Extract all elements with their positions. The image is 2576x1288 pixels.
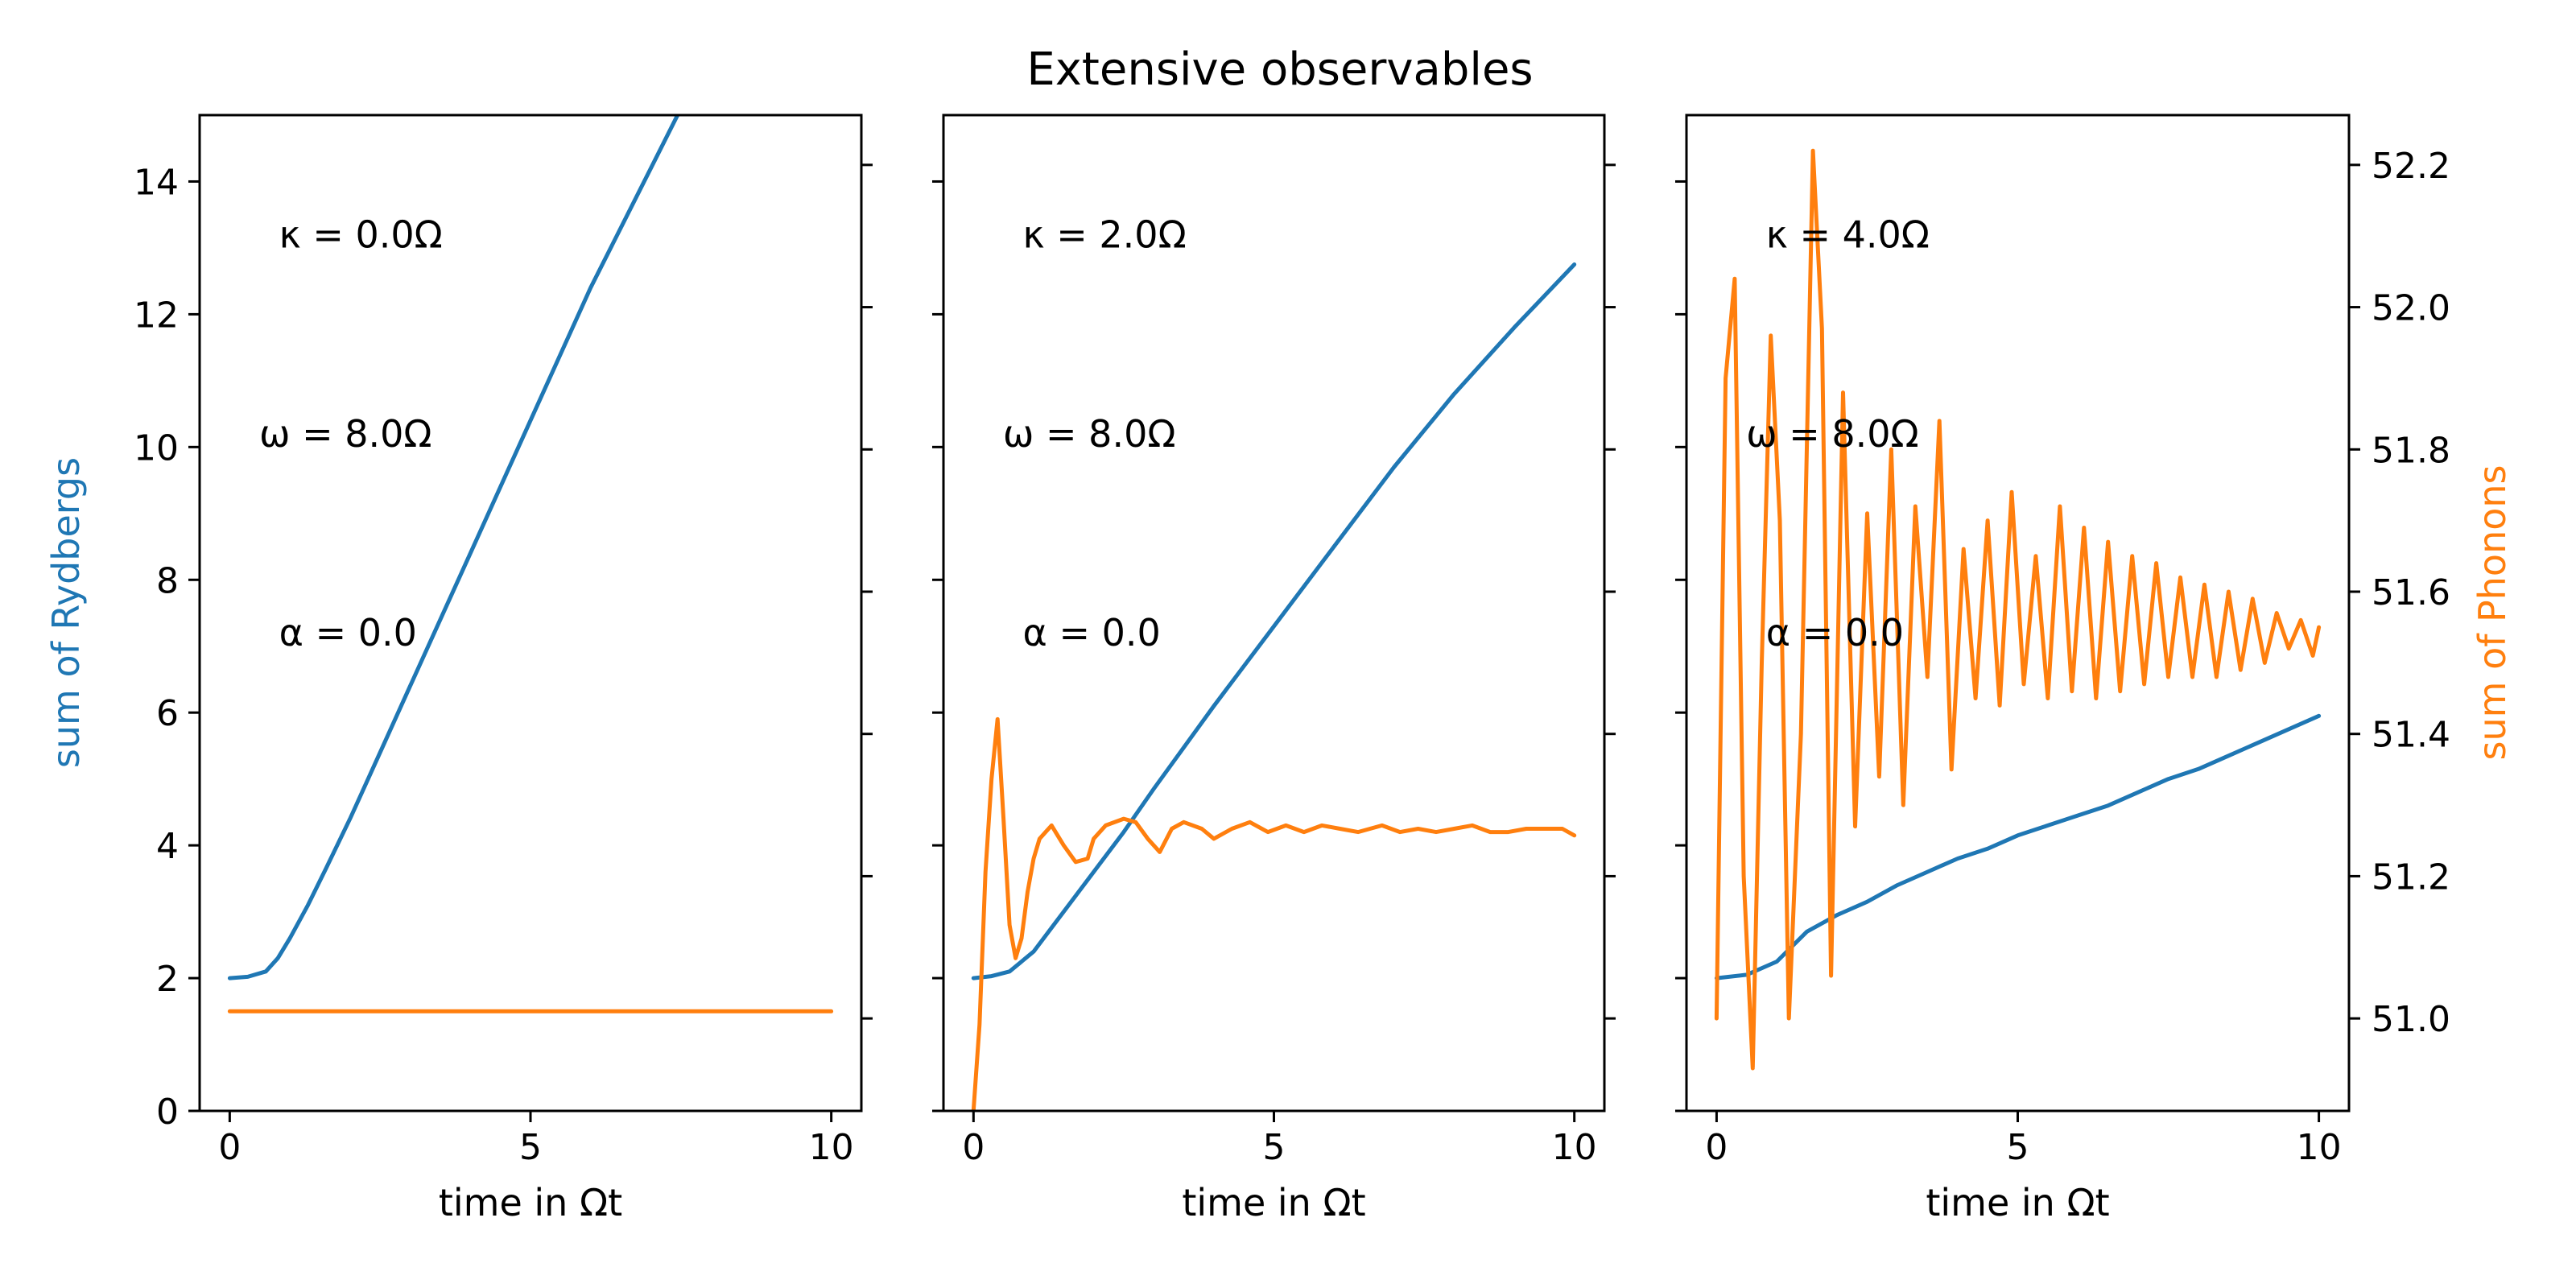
y2-tick-label: 51.4 bbox=[2372, 715, 2450, 756]
y-tick-label: 10 bbox=[134, 427, 179, 469]
y2-tick-label: 51.2 bbox=[2372, 857, 2450, 898]
y-tick-label: 8 bbox=[156, 560, 179, 601]
x-axis-label: time in Ωt bbox=[1926, 1181, 2109, 1224]
panel-3-annotation: ω = 8.0Ω bbox=[1746, 412, 1919, 456]
y2-tick-label: 51.8 bbox=[2372, 430, 2450, 471]
panel-1-series-rydbergs-line bbox=[227, 115, 680, 980]
panel-1-annotation: κ = 0.0Ω bbox=[279, 213, 443, 256]
y2-tick-label: 51.6 bbox=[2372, 572, 2450, 613]
panel-3: 0 5 10 51.0 51.2 51.4 51.6 51.8 52.0 52.2 time in … bbox=[1675, 114, 2450, 1224]
y-tick-label: 0 bbox=[156, 1092, 179, 1133]
panel-3-annotation: α = 0.0 bbox=[1766, 611, 1904, 654]
x-tick-label: 5 bbox=[519, 1127, 542, 1168]
x-tick-label: 0 bbox=[962, 1127, 985, 1168]
y2-tick-label: 51.0 bbox=[2372, 999, 2450, 1040]
panel-2-series-rydbergs-line bbox=[971, 262, 1577, 980]
y-tick-label: 4 bbox=[156, 826, 179, 867]
y-tick-label: 14 bbox=[134, 162, 179, 203]
panel-2-series-phonons-line bbox=[971, 716, 1577, 1111]
panel-3-series-rydbergs-line bbox=[1714, 713, 2322, 980]
panel-1-annotation: α = 0.0 bbox=[279, 611, 417, 654]
x-tick-label: 10 bbox=[1552, 1127, 1597, 1168]
panel-2-annotation: ω = 8.0Ω bbox=[1003, 412, 1176, 456]
y-tick-label: 6 bbox=[156, 693, 179, 734]
panel-3-series-phonons-line bbox=[1714, 148, 2322, 1071]
x-axis-label: time in Ωt bbox=[439, 1181, 622, 1224]
panel-1-annotation: ω = 8.0Ω bbox=[259, 412, 432, 456]
x-tick-label: 10 bbox=[809, 1127, 854, 1168]
x-tick-label: 0 bbox=[218, 1127, 241, 1168]
panel-3-annotation: κ = 4.0Ω bbox=[1766, 213, 1930, 256]
left-y-axis-label: sum of Rydbergs bbox=[44, 457, 88, 768]
panel-2-annotation: α = 0.0 bbox=[1023, 611, 1161, 654]
panel-2: 0 5 10 time in Ωt κ = 2.0Ω ω = 8.0Ω α = 0.0 bbox=[932, 114, 1616, 1224]
x-tick-label: 5 bbox=[2007, 1127, 2029, 1168]
panels: 0 5 10 0 2 4 6 8 10 12 14 time in Ωt κ = 0.0Ω ω = 8.0… bbox=[134, 114, 2450, 1224]
panel-1: 0 5 10 0 2 4 6 8 10 12 14 time in Ωt κ = 0.0Ω ω = 8.0… bbox=[134, 114, 873, 1224]
x-tick-label: 10 bbox=[2297, 1127, 2342, 1168]
panel-2-annotation: κ = 2.0Ω bbox=[1023, 213, 1187, 256]
y2-tick-label: 52.2 bbox=[2372, 146, 2450, 187]
y-tick-label: 12 bbox=[134, 295, 179, 336]
y-tick-label: 2 bbox=[156, 959, 179, 1000]
right-y-axis-label: sum of Phonons bbox=[2471, 465, 2514, 761]
y2-tick-label: 52.0 bbox=[2372, 288, 2450, 329]
x-tick-label: 0 bbox=[1705, 1127, 1728, 1168]
figure-title: Extensive observables bbox=[1026, 43, 1533, 96]
x-axis-label: time in Ωt bbox=[1182, 1181, 1365, 1224]
x-tick-label: 5 bbox=[1263, 1127, 1286, 1168]
